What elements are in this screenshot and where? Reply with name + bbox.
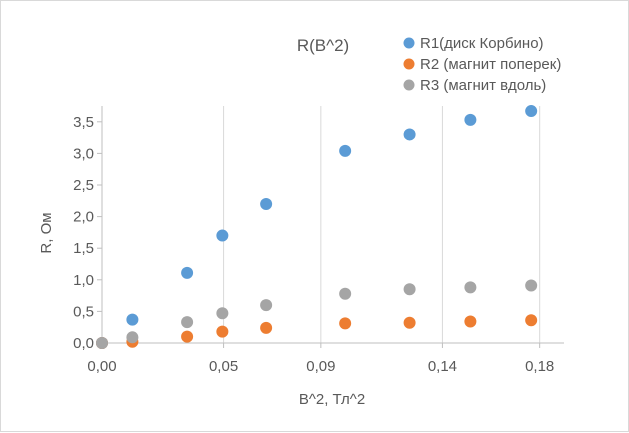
- point-series-2: [181, 330, 194, 343]
- legend-label-3: R3 (магнит вдоль): [420, 77, 546, 94]
- point-series-3: [525, 279, 538, 292]
- point-series-3: [403, 283, 416, 296]
- point-series-3: [96, 337, 108, 349]
- point-series-1: [464, 113, 477, 126]
- y-tick-label: 3,0: [73, 145, 94, 162]
- point-series-1: [339, 144, 352, 157]
- x-tick-label: 0,14: [428, 358, 457, 375]
- point-series-3: [339, 287, 352, 300]
- point-series-3: [126, 331, 139, 344]
- y-axis-title: R, Ом: [38, 212, 55, 253]
- point-series-1: [126, 313, 139, 326]
- point-series-1: [260, 197, 273, 210]
- y-tick-label: 0,0: [73, 335, 94, 352]
- x-tick-label: 0,05: [209, 358, 238, 375]
- legend-label-1: R1(диск Корбино): [420, 35, 544, 52]
- legend-marker-1: [403, 37, 415, 49]
- x-tick-label: 0,09: [306, 358, 335, 375]
- point-series-2: [216, 325, 229, 338]
- point-series-3: [181, 316, 194, 329]
- y-tick-label: 0,5: [73, 303, 94, 320]
- chart-title: R(B^2): [297, 36, 349, 55]
- legend-marker-3: [403, 79, 415, 91]
- legend-label-2: R2 (магнит поперек): [420, 56, 561, 73]
- point-series-3: [216, 307, 229, 320]
- point-series-2: [464, 315, 477, 328]
- x-axis-title: B^2, Тл^2: [299, 391, 365, 408]
- point-series-1: [181, 266, 194, 279]
- point-series-1: [403, 128, 416, 141]
- point-series-1: [216, 229, 229, 242]
- point-series-2: [260, 321, 273, 334]
- grid-layer: [223, 106, 541, 343]
- y-tick-label: 1,5: [73, 240, 94, 257]
- y-tick-label: 1,0: [73, 272, 94, 289]
- point-series-3: [260, 299, 273, 312]
- y-tick-label: 3,5: [73, 114, 94, 131]
- point-series-1: [525, 105, 538, 118]
- y-tick-label: 2,0: [73, 209, 94, 226]
- point-series-3: [464, 281, 477, 294]
- y-tick-label: 2,5: [73, 177, 94, 194]
- x-tick-label: 0,00: [87, 358, 116, 375]
- tick-layer: 0,0 0,5 1,0 1,5 2,0 2,5 3,0 3,5 0,00 0,05 0,09 0,14…: [73, 114, 554, 375]
- point-series-2: [403, 316, 416, 329]
- legend-marker-2: [403, 58, 415, 70]
- point-layer: [96, 105, 538, 349]
- x-tick-label: 0,18: [525, 358, 554, 375]
- point-series-2: [339, 317, 352, 330]
- point-series-2: [525, 314, 538, 327]
- axis-layer: [101, 106, 564, 344]
- chart-legend: R1(диск Корбино) R2 (магнит поперек) R3 (м…: [403, 35, 561, 94]
